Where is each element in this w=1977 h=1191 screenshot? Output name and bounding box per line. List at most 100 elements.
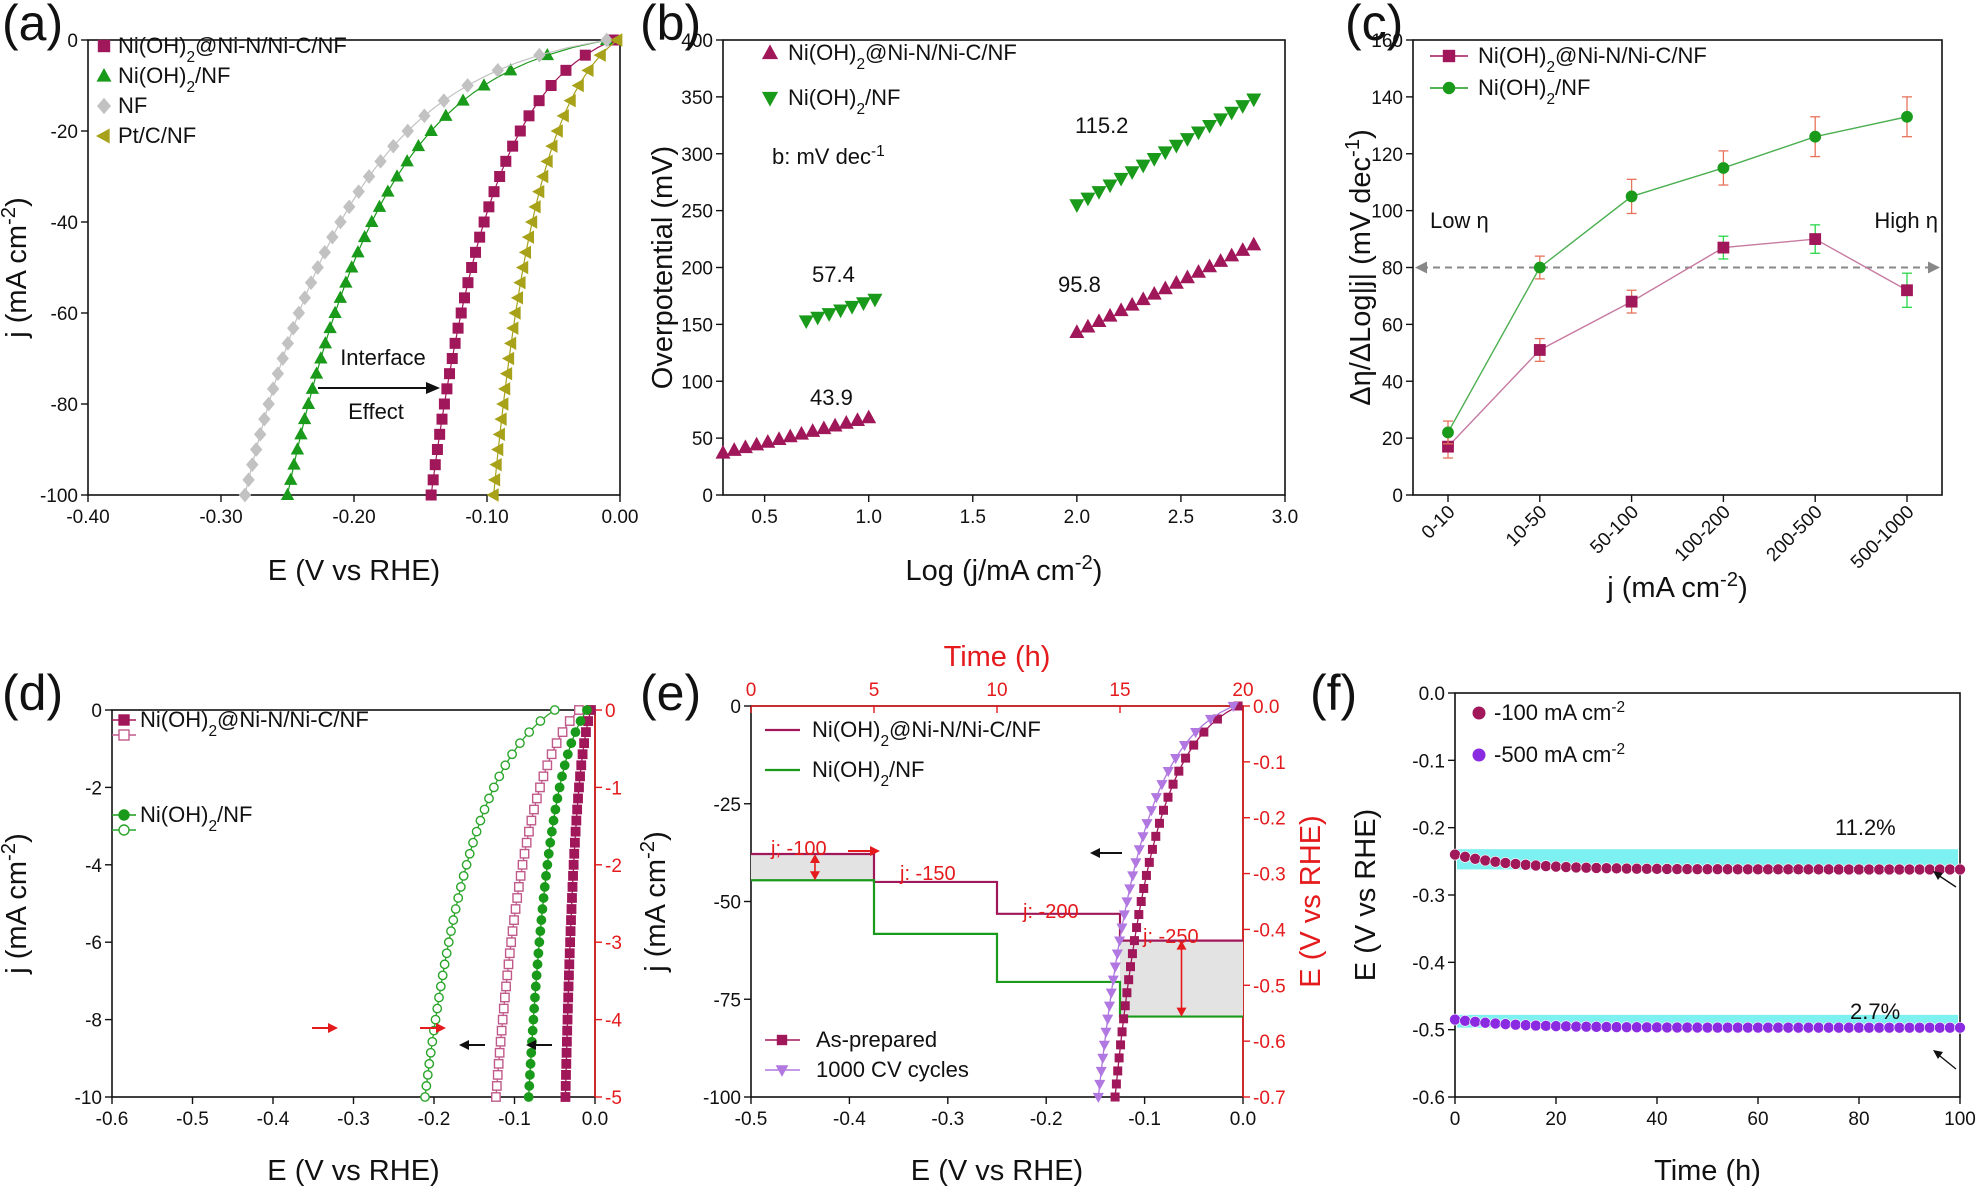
b-xtick-label: 1.0 [855, 507, 881, 528]
d-point [464, 848, 475, 859]
d-series-2 [523, 705, 592, 1102]
a-series-1 [96, 32, 614, 501]
e-lsv-legend-label: 1000 CV cycles [816, 1057, 969, 1082]
d-point [503, 959, 514, 970]
c-ytick-label: 80 [1382, 259, 1403, 280]
d-point [565, 937, 576, 948]
panel-label-f: (f) [1310, 665, 1357, 721]
e-lsv-point [1095, 1066, 1107, 1077]
e-legend-label: Ni(OH)2/NF [812, 757, 924, 790]
e-lsv-point [1110, 1092, 1120, 1102]
f-point [1732, 863, 1744, 876]
d-y2tick-label: -1 [605, 778, 622, 799]
e-lsv-point [1150, 793, 1162, 804]
e-lsv-point [1136, 897, 1146, 907]
d-xtick-label: -0.6 [96, 1109, 129, 1130]
d-point [526, 815, 537, 826]
a-point [466, 262, 478, 274]
f-ytick-label: -0.5 [1412, 1021, 1445, 1042]
e-lsv-point [1190, 727, 1202, 739]
f-legend-marker [1472, 706, 1486, 720]
d-legend-label: Ni(OH)2@Ni-N/Ni-C/NF [140, 707, 369, 740]
a-point [390, 169, 404, 182]
d-point [575, 716, 586, 726]
c-series-1 [1430, 81, 1913, 445]
a-point [429, 459, 441, 471]
f-point [1792, 863, 1805, 876]
c-xtick-label: 100-200 [1671, 502, 1735, 566]
b-point [861, 409, 877, 424]
a-xtick-label: -0.30 [199, 507, 242, 528]
f-point [1782, 1021, 1795, 1034]
f-point [1742, 863, 1754, 876]
f-point [1701, 1021, 1714, 1034]
e-y2-axis-label: E (V vs RHE) [1295, 815, 1327, 987]
f-point [1560, 861, 1572, 873]
b-point [715, 444, 731, 459]
d-point [432, 1003, 443, 1014]
d-point [535, 782, 545, 793]
d-legend-marker [118, 714, 130, 726]
e-lsv-point [1119, 1014, 1129, 1024]
c-ytick-label: 160 [1371, 31, 1403, 52]
f-point [1600, 1021, 1613, 1033]
a-point [515, 260, 529, 275]
a-point [477, 78, 491, 91]
c-ref-arrow-right [1928, 261, 1940, 274]
a-point [456, 93, 470, 106]
d-y2tick-label: 0 [605, 701, 616, 722]
b-point [867, 293, 883, 308]
e-lsv-point [1156, 780, 1168, 791]
e-lsv-legend-label: As-prepared [816, 1027, 937, 1052]
b-point [1091, 313, 1107, 328]
b-point [798, 315, 814, 330]
a-point [318, 336, 333, 349]
b-point [760, 434, 776, 448]
d-point [524, 727, 535, 738]
e-axis-arrowhead [870, 846, 880, 856]
e-lsv-point [1102, 1014, 1114, 1025]
a-series-line [244, 39, 607, 496]
b-legend-label: Ni(OH)2/NF [788, 85, 900, 118]
d-legend-marker [118, 729, 130, 741]
a-point [528, 200, 541, 214]
a-point [470, 246, 482, 258]
b-xtick-label: 2.0 [1064, 507, 1090, 528]
a-point [343, 199, 356, 215]
e-lsv-point [1204, 714, 1217, 726]
c-legend-marker [1442, 49, 1456, 63]
a-point [304, 275, 318, 290]
b-ytick-label: 350 [681, 88, 713, 109]
d-point [513, 882, 524, 892]
a-point [478, 216, 490, 228]
f-point [1570, 861, 1582, 874]
a-point [498, 382, 511, 396]
d-point [542, 859, 553, 870]
a-ytick-label: -20 [51, 122, 78, 143]
b-point [1224, 247, 1240, 262]
d-point [566, 738, 577, 749]
a-ytick-label: -100 [40, 486, 78, 507]
f-ytick-label: -0.2 [1412, 819, 1445, 840]
b-ytick-label: 300 [681, 145, 713, 166]
d-point [562, 1003, 573, 1014]
f-point [1469, 1016, 1481, 1028]
a-point [298, 290, 311, 306]
d-point [525, 1058, 536, 1069]
d-point [551, 738, 562, 749]
b-slope-label: 43.9 [810, 385, 853, 410]
d-point [420, 1092, 430, 1102]
d-point [506, 937, 517, 948]
f-point [1519, 859, 1532, 871]
d-point [562, 1025, 573, 1036]
e-x2tick-label: 20 [1232, 680, 1253, 701]
b-ytick-label: 0 [702, 486, 713, 507]
e-lsv-point [1116, 1040, 1126, 1050]
e-lsv-point [1162, 767, 1174, 778]
b-xtick-label: 0.5 [751, 507, 777, 528]
a-legend-marker [97, 39, 111, 53]
d-point [570, 837, 580, 848]
f-point [1913, 1021, 1926, 1034]
b-point [793, 425, 809, 440]
f-ytick-label: 0.0 [1419, 684, 1445, 705]
